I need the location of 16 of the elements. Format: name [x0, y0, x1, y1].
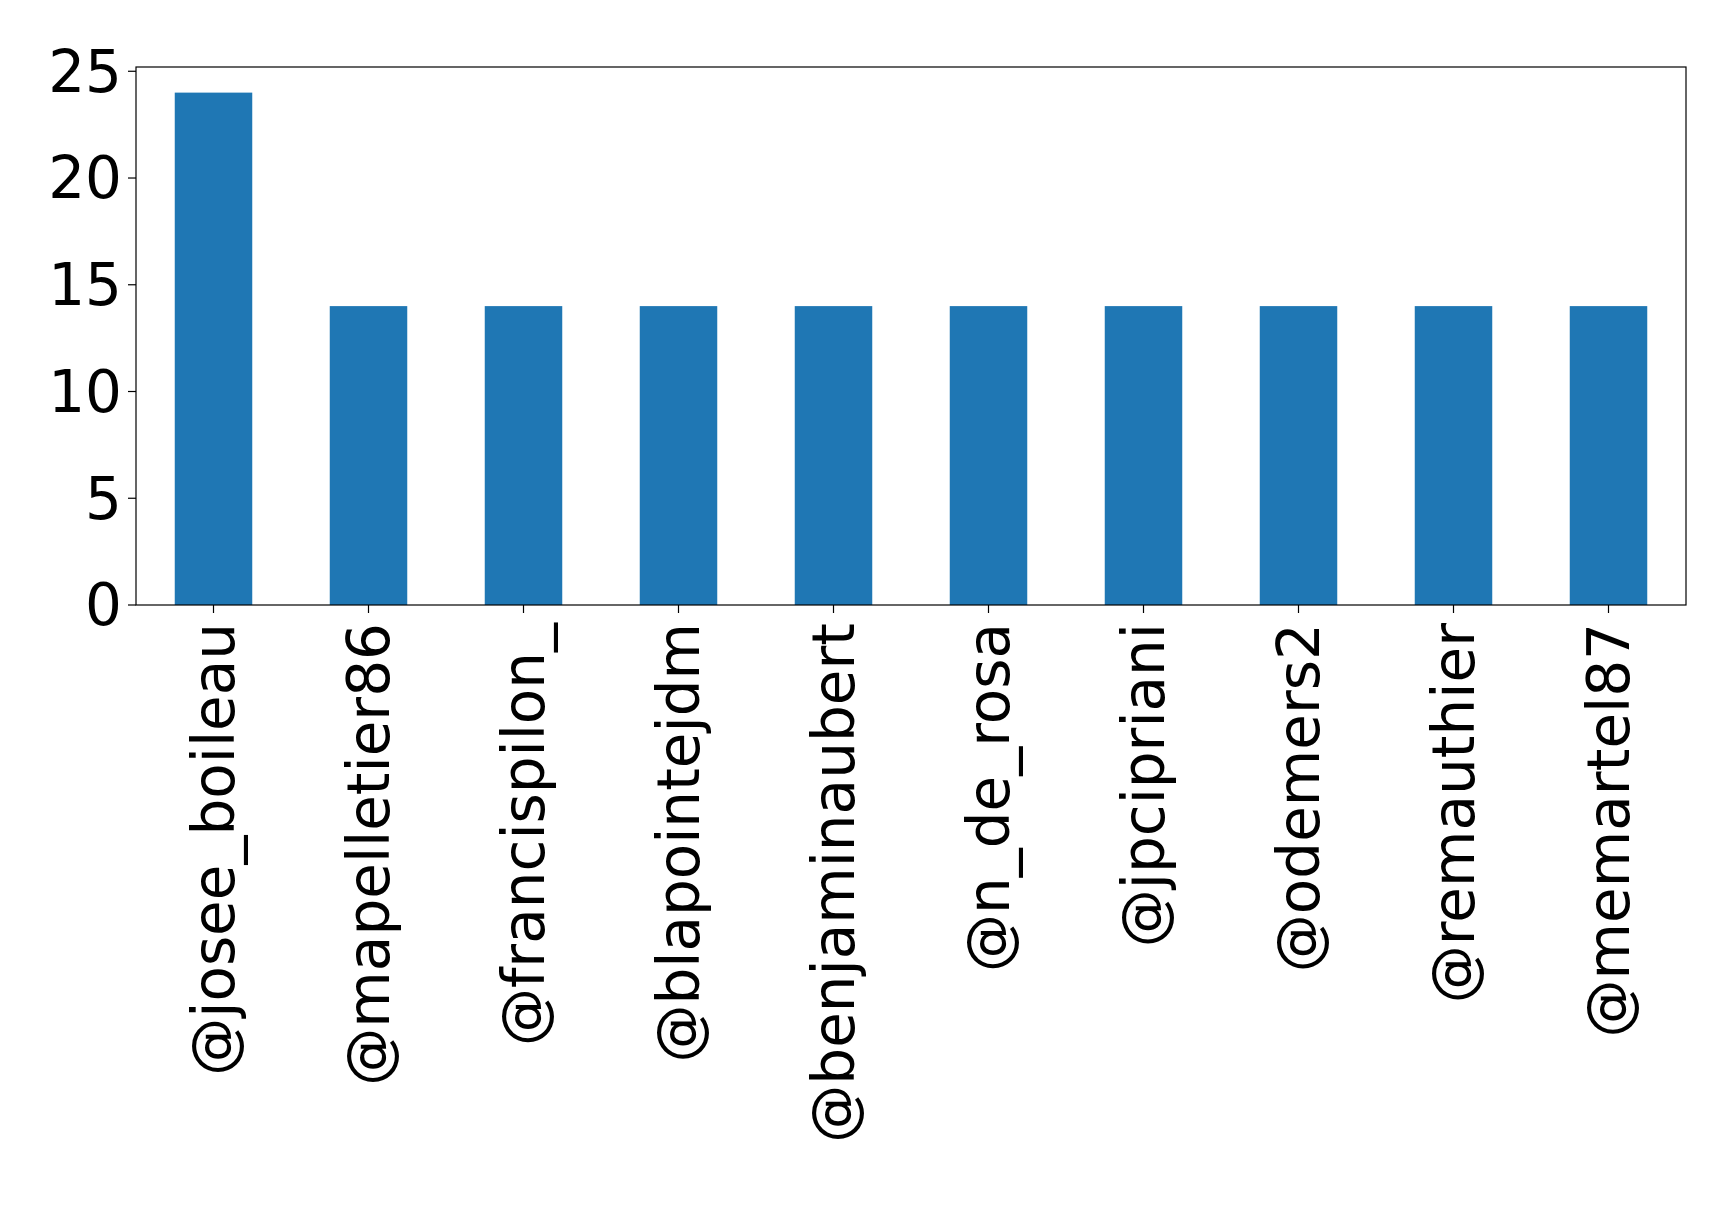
x-tick-label: @francispilon_ — [489, 622, 558, 1047]
x-tick-label: @blapointejdm — [644, 623, 713, 1063]
x-tick-label: @jpcipriani — [1109, 623, 1178, 948]
y-tick-label: 10 — [48, 357, 122, 426]
x-tick-label: @remauthier — [1419, 622, 1488, 1004]
x-tick-label: @benjaminaubert — [799, 623, 868, 1143]
y-tick-label: 5 — [85, 464, 122, 533]
y-tick-label: 15 — [48, 251, 122, 320]
y-tick-label: 0 — [85, 571, 122, 640]
x-tick-label: @josee_boileau — [179, 623, 248, 1076]
x-tick-label: @odemers2 — [1264, 623, 1333, 973]
x-tick-label: @n_de_rosa — [954, 623, 1023, 973]
y-tick-label: 20 — [48, 144, 122, 213]
y-tick-label: 25 — [48, 37, 122, 106]
x-tick-label: @memartel87 — [1574, 623, 1643, 1038]
x-tick-label: @mapelletier86 — [334, 623, 403, 1086]
